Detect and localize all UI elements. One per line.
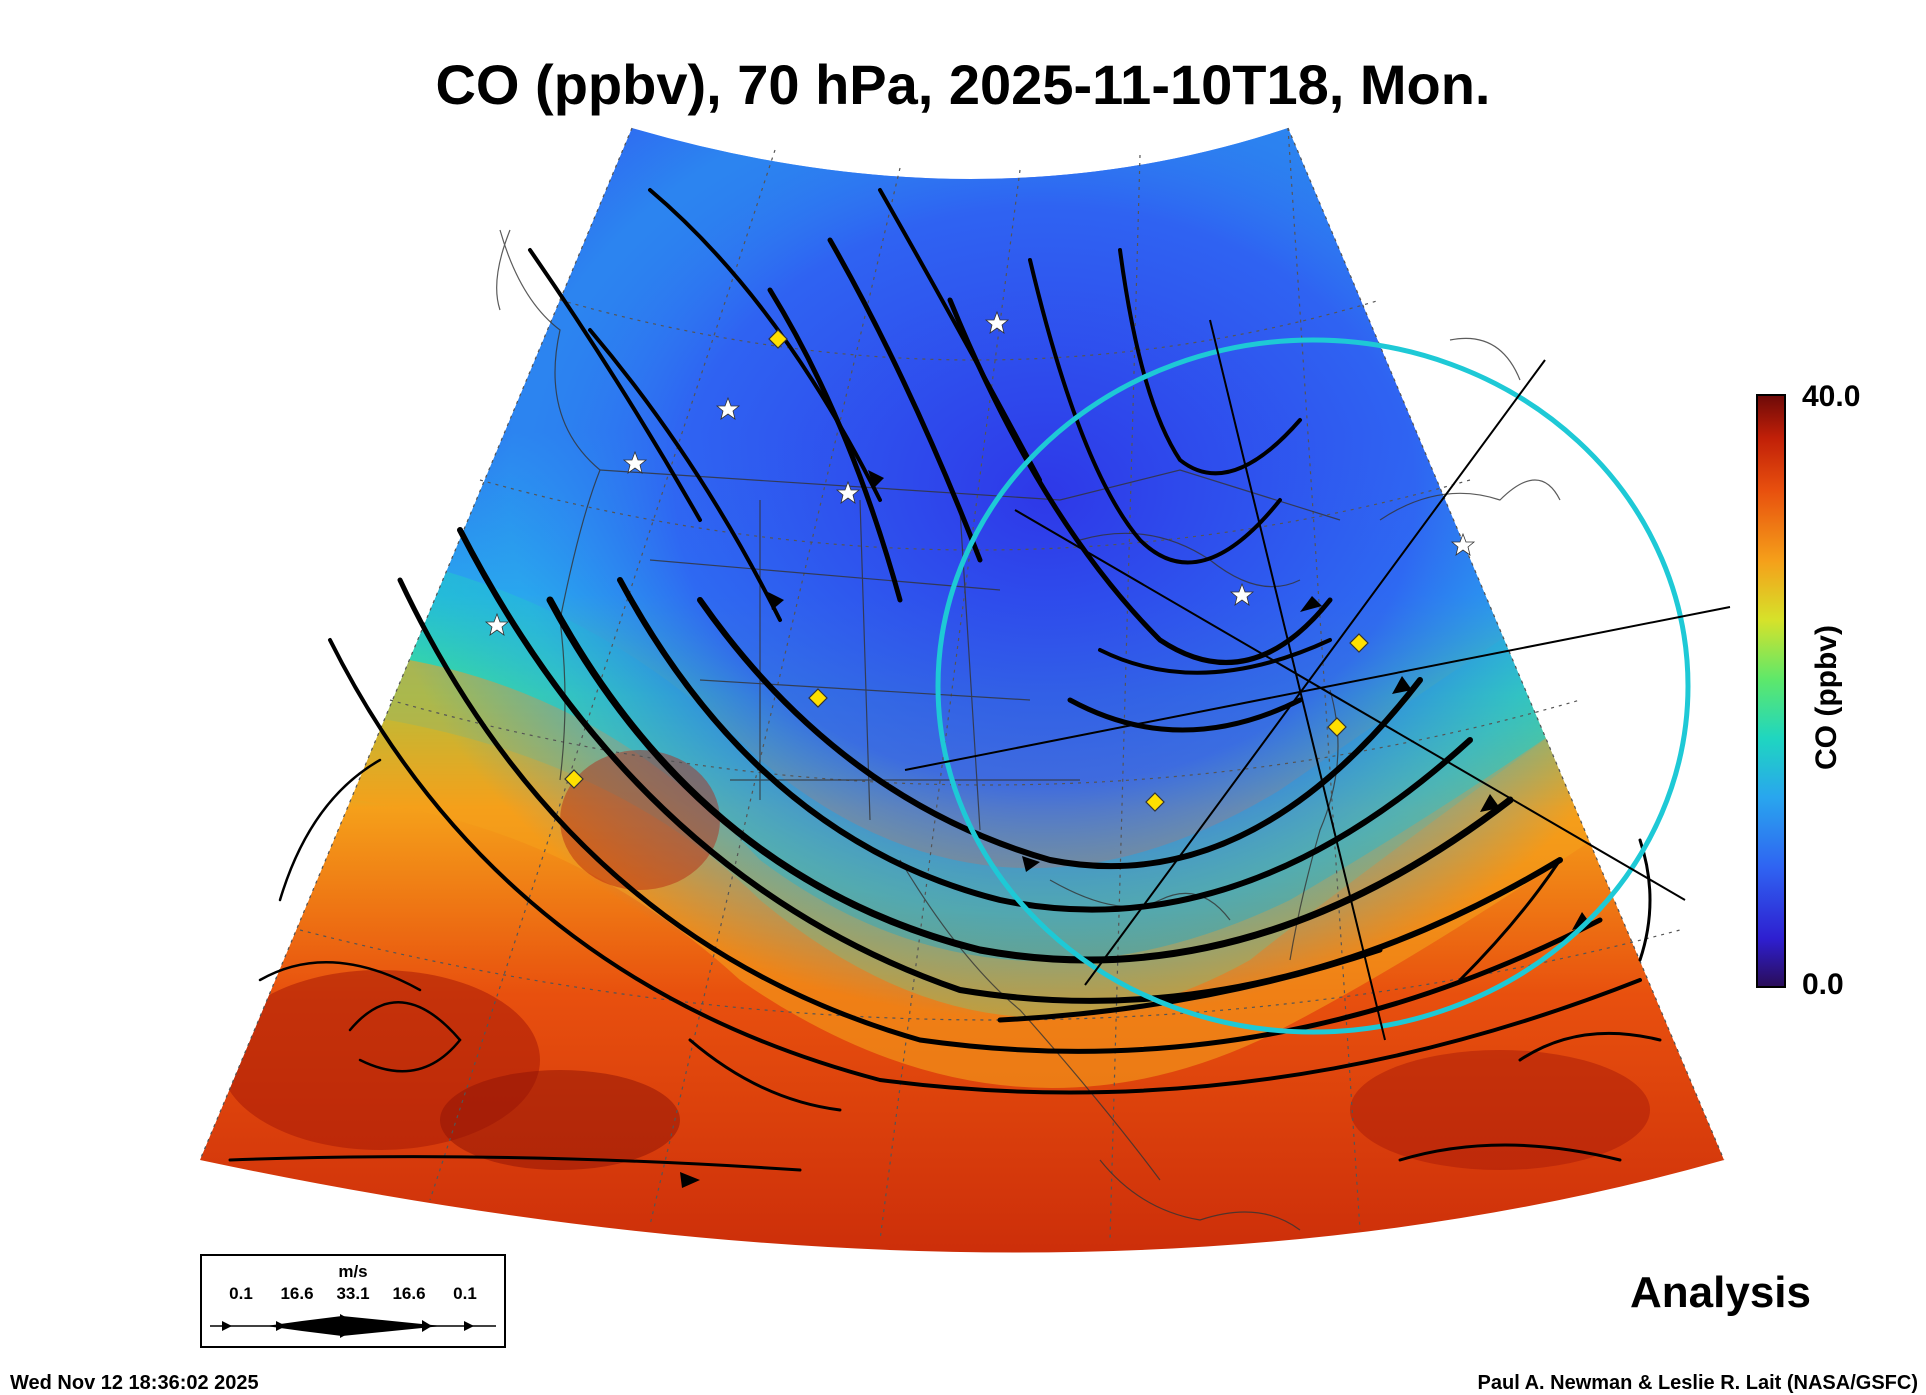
colorbar-min-label: 0.0	[1802, 968, 1844, 1001]
wind-legend-arrow	[210, 1314, 496, 1338]
colorbar-max-label: 40.0	[1802, 380, 1861, 413]
station-stars	[484, 310, 1476, 636]
boundaries	[496, 229, 1561, 1231]
map-title: CO (ppbv), 70 hPa, 2025-11-10T18, Mon.	[435, 53, 1491, 116]
graticule	[199, 127, 1725, 1241]
author-credit: Paul A. Newman & Leslie R. Lait (NASA/GS…	[1477, 1372, 1918, 1394]
yellow-diamond-markers	[564, 329, 1369, 812]
streamlines	[228, 188, 1662, 1172]
wind-legend-value: 0.1	[453, 1284, 477, 1303]
analysis-label: Analysis	[1630, 1268, 1811, 1317]
radial-lines	[904, 319, 1731, 1041]
render-timestamp: Wed Nov 12 18:36:02 2025	[10, 1372, 259, 1394]
range-ring	[935, 337, 1691, 1035]
colorbar-title: CO (ppbv)	[1810, 625, 1843, 770]
wind-legend-value: 16.6	[392, 1284, 426, 1303]
wind-legend-value: 16.6	[280, 1284, 314, 1303]
wind-legend-unit: m/s	[338, 1262, 368, 1281]
colorbar	[1756, 394, 1786, 988]
wind-legend-value: 0.1	[229, 1284, 253, 1303]
wind-legend-value: 33.1	[336, 1284, 370, 1303]
wind-legend: m/s 0.1 16.6 33.1 16.6 0.1	[200, 1254, 506, 1348]
